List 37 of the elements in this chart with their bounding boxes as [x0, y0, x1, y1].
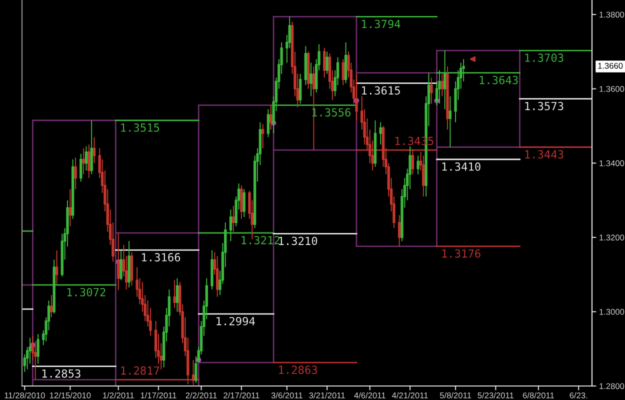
y-tick-label: 1.3600: [600, 86, 624, 92]
y-tick-label: 1.3200: [600, 234, 624, 240]
x-tick-label: 3/6/2011: [271, 392, 302, 398]
x-tick-label: 1/2/2011: [103, 392, 134, 398]
x-tick-label: 2/17/2011: [224, 392, 260, 398]
series-label: 1.2994: [216, 316, 255, 326]
series-label: 1.2863: [279, 366, 318, 374]
series-label: 1.3072: [67, 288, 106, 296]
x-tick-label: 4/6/2011: [354, 392, 386, 398]
y-tick-label: 1.3000: [600, 308, 624, 315]
series-label: 1.2853: [42, 369, 80, 378]
series-label: 1.3615: [362, 86, 400, 95]
series-label: 1.3703: [525, 54, 564, 62]
y-tick-label: 1.3800: [600, 12, 624, 18]
series-label: 1.3166: [142, 253, 180, 262]
series-label: 1.3794: [362, 20, 400, 28]
x-tick-label: 1/17/2011: [140, 392, 176, 398]
series-label: 1.3443: [525, 150, 564, 159]
y-tick-label: 1.3400: [600, 160, 624, 166]
x-tick-label: 11/28/2010: [4, 392, 45, 398]
x-tick-label: 4/21/2011: [392, 392, 428, 398]
x-tick-label: 12/15/2010: [50, 392, 91, 398]
x-tick-label: 6/23.: [570, 392, 588, 398]
series-label: 1.3410: [442, 162, 480, 171]
y-tick-label: 1.2800: [600, 383, 624, 390]
series-label: 1.3176: [442, 249, 480, 258]
series-label: 1.3210: [279, 236, 318, 246]
series-label: 1.3573: [525, 102, 564, 110]
x-tick-label: 3/21/2011: [309, 392, 345, 398]
x-tick-label: 2/2/2011: [186, 392, 217, 398]
series-label: 1.2817: [121, 366, 160, 375]
series-label: 1.3643: [480, 76, 518, 84]
x-tick-label: 5/8/2011: [440, 392, 472, 398]
x-tick-label: 5/23/2011: [478, 392, 514, 398]
series-label: 1.3515: [121, 123, 160, 132]
x-tick-label: 6/8/2011: [522, 392, 554, 398]
text: 1.3660: [598, 62, 623, 69]
